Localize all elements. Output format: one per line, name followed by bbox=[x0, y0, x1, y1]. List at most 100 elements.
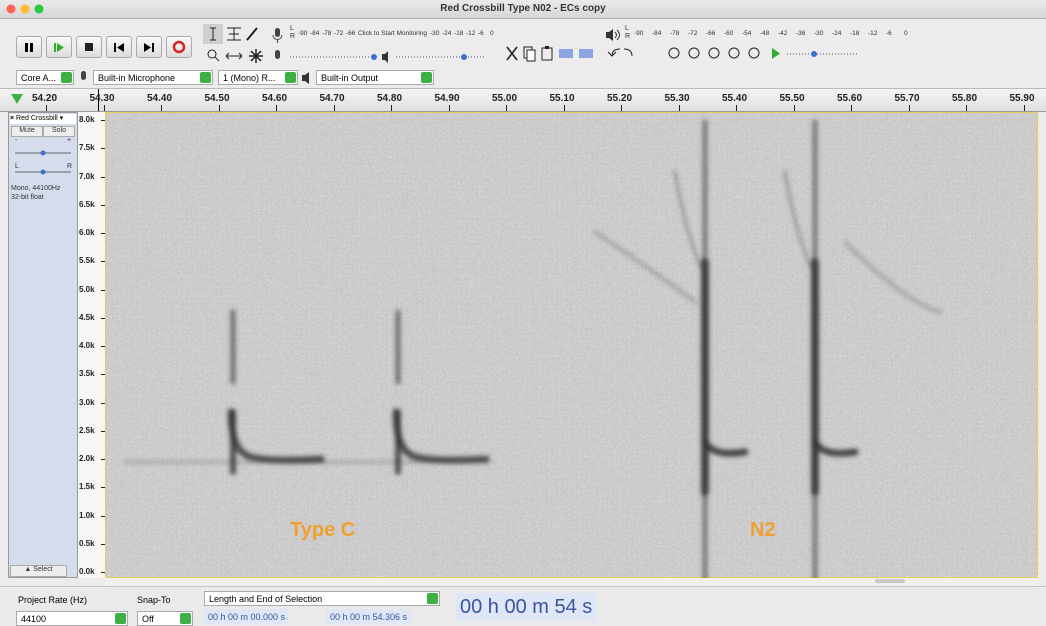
time-tick-label: 54.60 bbox=[262, 93, 287, 104]
meter-scale-label: -12 bbox=[466, 30, 475, 37]
frequency-tick-label: 3.0k bbox=[79, 398, 95, 407]
host: Core A... bbox=[21, 73, 56, 83]
time-tick bbox=[276, 105, 277, 111]
edit-toolbar[interactable] bbox=[504, 44, 874, 64]
playhead-marker bbox=[10, 93, 24, 105]
meter-scale-label: -24 bbox=[832, 30, 841, 37]
input-device: Built-in Microphone bbox=[98, 73, 175, 83]
meter-scale-label: -30 bbox=[814, 30, 823, 37]
selection-mode: Length and End of Selection bbox=[209, 594, 322, 604]
spectrogram[interactable]: Type C N2 bbox=[105, 112, 1038, 578]
track-format: Mono, 44100Hz bbox=[11, 185, 60, 192]
volume-sliders[interactable] bbox=[286, 50, 496, 64]
time-tick-label: 54.80 bbox=[377, 93, 402, 104]
snap-dropdown[interactable]: Off bbox=[137, 611, 193, 626]
selection-start[interactable]: 00 h 00 m 00.000 s bbox=[204, 609, 289, 625]
window-title: Red Crossbill Type N02 - ECs copy bbox=[0, 3, 1046, 14]
track-name: Red Crossbill bbox=[16, 115, 58, 122]
meter-scale-label: -36 bbox=[796, 30, 805, 37]
gain-max: + bbox=[67, 137, 71, 144]
snap: Off bbox=[142, 614, 154, 624]
play-meter[interactable]: -90-84-78-72-66-60-54-48-42-36-30-24-18-… bbox=[634, 30, 934, 40]
select-label: Select bbox=[33, 566, 52, 573]
skip-end-button[interactable] bbox=[136, 36, 162, 58]
meter-scale-label: -66 bbox=[706, 30, 715, 37]
meter-channel: R bbox=[290, 33, 295, 40]
frequency-tick-label: 1.0k bbox=[79, 511, 95, 520]
time-tick-label: 55.30 bbox=[665, 93, 690, 104]
gain-min: - bbox=[15, 137, 17, 144]
frequency-tick-label: 3.5k bbox=[79, 369, 95, 378]
annotation: Type C bbox=[290, 519, 355, 541]
time-tick bbox=[391, 105, 392, 111]
stop-button[interactable] bbox=[76, 36, 102, 58]
frequency-tick-label: 5.0k bbox=[79, 285, 95, 294]
play-button[interactable] bbox=[46, 36, 72, 58]
frequency-tick-label: 7.0k bbox=[79, 172, 95, 181]
audacity-window: Red Crossbill Type N02 - ECs copy L R -9… bbox=[0, 0, 1046, 625]
channels-dropdown[interactable]: 1 (Mono) R... bbox=[218, 70, 298, 85]
time-tick-label: 54.20 bbox=[32, 93, 57, 104]
meter-scale-label: -24 bbox=[442, 30, 451, 37]
gain-pan-sliders[interactable] bbox=[13, 147, 73, 177]
time-tick-label: 55.50 bbox=[780, 93, 805, 104]
input-dropdown[interactable]: Built-in Microphone bbox=[93, 70, 213, 85]
frequency-tick-label: 2.0k bbox=[79, 454, 95, 463]
frequency-tick-label: 4.0k bbox=[79, 341, 95, 350]
time-tick bbox=[219, 105, 220, 111]
meter-scale-label: -90 bbox=[298, 30, 307, 37]
track-name-button[interactable]: × Red Crossbill ▾ bbox=[10, 114, 76, 124]
mic-icon bbox=[270, 26, 286, 62]
time-tick-label: 55.00 bbox=[492, 93, 517, 104]
frequency-tick-label: 0.0k bbox=[79, 567, 95, 576]
skip-start-button[interactable] bbox=[106, 36, 132, 58]
meter-scale-label: -84 bbox=[310, 30, 319, 37]
selection-end[interactable]: 00 h 00 m 54.306 s bbox=[326, 609, 411, 625]
speaker-icon bbox=[604, 28, 622, 42]
pause-button[interactable] bbox=[16, 36, 42, 58]
solo-button[interactable]: Solo bbox=[43, 126, 75, 137]
pan-left: L bbox=[15, 163, 19, 170]
time-tick bbox=[161, 105, 162, 111]
time-tick-label: 55.40 bbox=[722, 93, 747, 104]
channels: 1 (Mono) R... bbox=[223, 73, 276, 83]
host-dropdown[interactable]: Core A... bbox=[16, 70, 74, 85]
frequency-tick-label: 2.5k bbox=[79, 426, 95, 435]
record-button[interactable] bbox=[166, 36, 192, 58]
rate-dropdown[interactable]: 44100 bbox=[16, 611, 128, 626]
time-tick-label: 55.70 bbox=[895, 93, 920, 104]
track-control-panel: × Red Crossbill ▾ Mute Solo - + L R Mono… bbox=[8, 112, 78, 578]
track-format: 32-bit float bbox=[11, 194, 44, 201]
rate-label: Project Rate (Hz) bbox=[18, 595, 87, 605]
time-tick bbox=[506, 105, 507, 111]
audio-position[interactable]: 00 h 00 m 54 s bbox=[456, 593, 596, 621]
meter-channel: R bbox=[625, 33, 630, 40]
time-tick-label: 54.70 bbox=[320, 93, 345, 104]
meter-scale-label: Click to Start Monitoring bbox=[358, 30, 427, 37]
meter-scale-label: -78 bbox=[670, 30, 679, 37]
mute-button[interactable]: Mute bbox=[11, 126, 43, 137]
frequency-tick-label: 4.5k bbox=[79, 313, 95, 322]
frequency-tick-label: 5.5k bbox=[79, 256, 95, 265]
time-tick-label: 55.60 bbox=[837, 93, 862, 104]
meter-scale-label: -66 bbox=[346, 30, 355, 37]
meter-scale-label: -72 bbox=[334, 30, 343, 37]
time-tick bbox=[851, 105, 852, 111]
time-tick bbox=[449, 105, 450, 111]
time-tick-label: 55.10 bbox=[550, 93, 575, 104]
output-dropdown[interactable]: Built-in Output bbox=[316, 70, 434, 85]
selection-mode-dropdown[interactable]: Length and End of Selection bbox=[204, 591, 440, 606]
time-tick-label: 55.20 bbox=[607, 93, 632, 104]
time-tick bbox=[679, 105, 680, 111]
time-tick bbox=[564, 105, 565, 111]
meter-scale-label: 0 bbox=[490, 30, 494, 37]
frequency-tick-label: 1.5k bbox=[79, 482, 95, 491]
scrollbar[interactable] bbox=[105, 578, 1038, 585]
tools-toolbar[interactable] bbox=[203, 24, 267, 68]
meter-scale-label: -60 bbox=[724, 30, 733, 37]
select-button[interactable]: ▲ Select bbox=[10, 565, 67, 577]
time-tick-label: 54.30 bbox=[90, 93, 115, 104]
time-tick bbox=[736, 105, 737, 111]
